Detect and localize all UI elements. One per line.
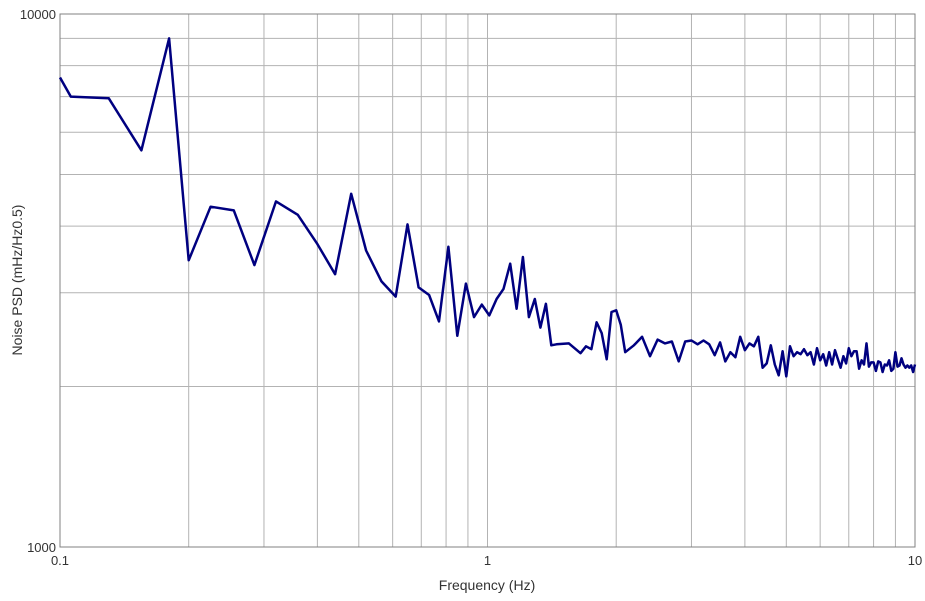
tick-labels: 0.1 1 10 1000 10000	[20, 7, 922, 568]
grid-lines	[59, 14, 915, 548]
series-line-1	[58, 37, 917, 378]
x-axis-title: Frequency (Hz)	[439, 577, 535, 593]
plot-area-frame	[59, 13, 916, 548]
x-tick-label: 1	[484, 553, 491, 568]
x-tick-label: 0.1	[51, 553, 69, 568]
x-tick-label: 10	[908, 553, 922, 568]
y-axis-title: Noise PSD (mHz/Hz0.5)	[9, 205, 25, 356]
series-layer	[58, 37, 917, 378]
y-tick-label: 1000	[27, 540, 56, 555]
y-tick-label: 10000	[20, 7, 56, 22]
